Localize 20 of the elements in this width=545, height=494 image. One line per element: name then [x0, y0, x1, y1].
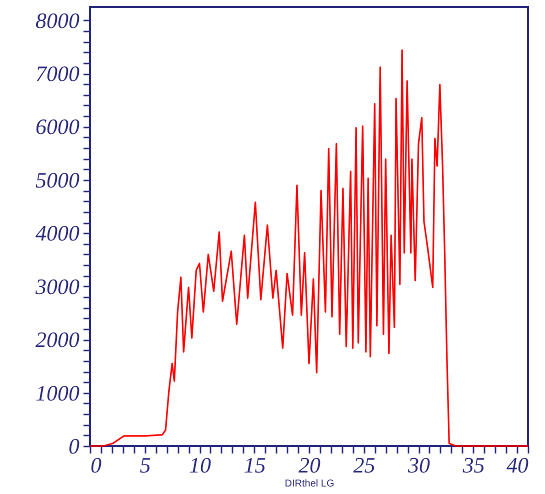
x-tick-label: 30	[407, 452, 430, 478]
y-tick-label: 3000	[34, 274, 80, 299]
y-tick-label: 0	[68, 434, 80, 458]
x-tick-label: 20	[298, 452, 320, 478]
y-tick-label: 6000	[36, 114, 80, 140]
x-axis-title: DIRthel LG	[284, 478, 334, 490]
line-series	[89, 49, 529, 447]
x-tick-label: 0	[90, 452, 102, 478]
x-tick-label: 10	[189, 452, 211, 478]
y-tick-label: 5000	[36, 167, 80, 192]
y-tick-label: 8000	[36, 8, 80, 33]
x-tick-label: 25	[353, 452, 376, 478]
x-tick-label: 40	[506, 452, 528, 478]
y-tick-label: 4000	[36, 220, 80, 246]
x-tick-label: 5	[140, 452, 151, 478]
y-tick-label: 2000	[36, 327, 80, 352]
x-tick-label: 35	[462, 452, 485, 478]
y-tick-label: 1000	[36, 380, 80, 406]
y-tick-label: 7000	[36, 61, 80, 86]
x-tick-label: 15	[244, 452, 266, 478]
